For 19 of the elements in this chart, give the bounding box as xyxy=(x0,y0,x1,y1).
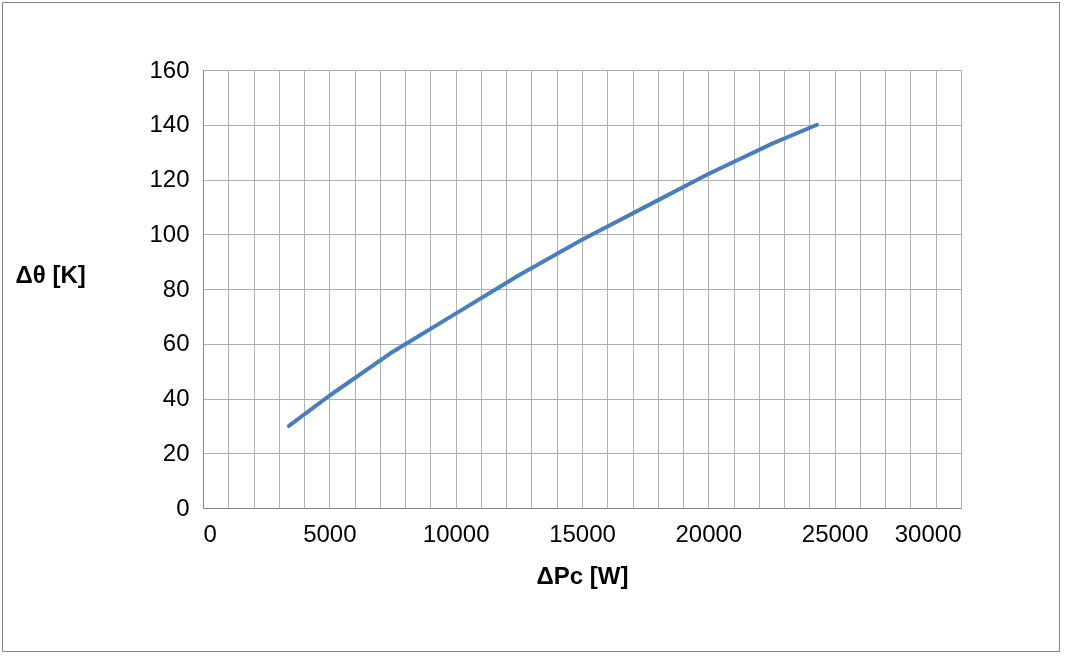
y-tick-label: 120 xyxy=(149,165,190,192)
x-tick-label: 15000 xyxy=(549,519,616,547)
y-axis-title: Δθ [K] xyxy=(15,260,86,288)
y-tick-label: 100 xyxy=(149,219,190,247)
x-tick-label: 0 xyxy=(203,519,217,547)
x-tick-label: 25000 xyxy=(801,519,869,547)
x-tick-label: 30000 xyxy=(894,519,962,547)
line-series xyxy=(286,122,819,428)
y-tick-label: 20 xyxy=(162,438,190,466)
x-tick-label: 20000 xyxy=(675,519,743,547)
y-tick-label: 160 xyxy=(149,55,190,83)
y-tick-label: 80 xyxy=(162,274,190,302)
y-tick-label: 40 xyxy=(162,384,190,411)
x-tick-label: 10000 xyxy=(422,519,490,547)
x-tick-label: 5000 xyxy=(303,519,357,547)
y-tick-label: 60 xyxy=(162,329,190,357)
x-axis-title: ΔPc [W] xyxy=(536,561,629,589)
y-tick-label: 0 xyxy=(176,493,190,521)
y-tick-label: 140 xyxy=(149,110,190,138)
